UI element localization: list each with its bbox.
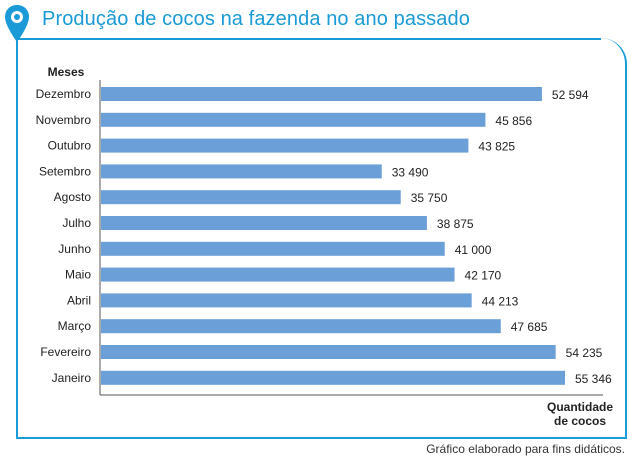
- bar: [101, 370, 565, 385]
- category-label: Dezembro: [36, 87, 92, 101]
- value-label: 47 685: [511, 320, 548, 334]
- value-label: 42 170: [465, 269, 502, 283]
- bar: [101, 190, 401, 205]
- bar: [101, 293, 472, 308]
- category-label: Julho: [62, 216, 91, 230]
- bar: [101, 267, 455, 282]
- chart-frame: [16, 38, 627, 439]
- value-label: 33 490: [392, 165, 429, 179]
- category-label: Fevereiro: [40, 345, 91, 359]
- x-axis-label: Quantidade: [547, 400, 613, 414]
- value-label: 41 000: [455, 243, 492, 257]
- value-label: 35 750: [411, 191, 448, 205]
- category-label: Agosto: [54, 190, 92, 204]
- frame-top-line: [16, 38, 601, 40]
- value-label: 45 856: [495, 114, 532, 128]
- bar: [101, 164, 382, 179]
- category-label: Setembro: [39, 164, 91, 178]
- category-label: Outubro: [48, 139, 92, 153]
- bar: [101, 345, 556, 359]
- category-label: Maio: [65, 268, 91, 282]
- bar: [101, 138, 469, 153]
- bar: [101, 112, 486, 127]
- bar: [101, 216, 427, 230]
- value-label: 38 875: [437, 217, 474, 231]
- category-label: Novembro: [36, 113, 92, 127]
- source-note: Gráfico elaborado para fins didáticos.: [426, 442, 625, 456]
- value-label: 44 213: [482, 294, 519, 308]
- value-label: 43 825: [478, 140, 515, 154]
- bar: [101, 87, 542, 101]
- category-label: Junho: [58, 242, 91, 256]
- map-pin-icon: [5, 5, 29, 42]
- value-label: 52 594: [552, 88, 589, 102]
- category-label: Janeiro: [52, 371, 92, 385]
- value-label: 55 346: [575, 372, 612, 386]
- bar: [101, 241, 445, 256]
- value-label: 54 235: [566, 346, 603, 360]
- y-axis-label: Meses: [48, 65, 85, 79]
- bar: [101, 319, 501, 334]
- page-title: Produção de cocos na fazenda no ano pass…: [42, 8, 470, 30]
- category-label: Março: [58, 319, 92, 333]
- category-label: Abril: [67, 293, 91, 307]
- x-axis-label: de cocos: [554, 414, 606, 428]
